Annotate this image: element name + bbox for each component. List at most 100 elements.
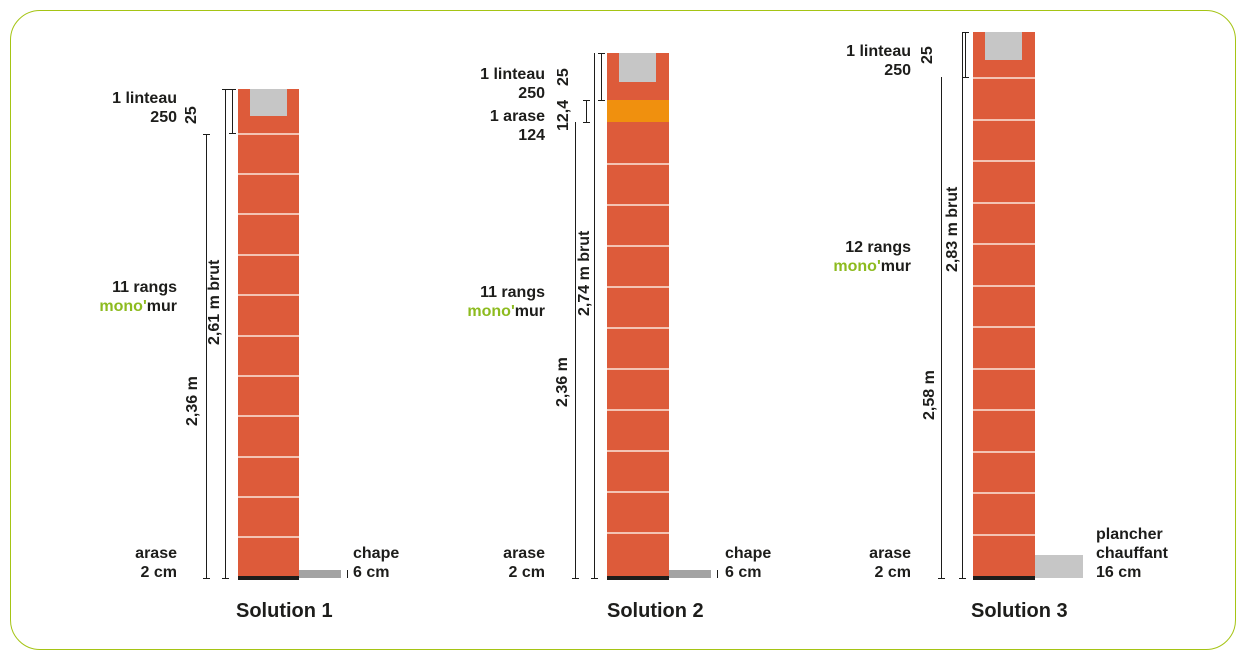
brick-joint: [973, 368, 1035, 370]
chape-label: chape 6 cm: [725, 545, 772, 581]
dimension-line-chape: [347, 570, 348, 578]
rangs-label: 12 rangs mono'mur: [833, 239, 911, 275]
brick-joint: [238, 415, 299, 417]
chape-layer: [669, 570, 711, 578]
brick-joint: [973, 160, 1035, 162]
solution-title: Solution 3: [971, 600, 1068, 622]
chape-label: chape 6 cm: [353, 545, 400, 581]
linteau-label: 1 linteau 250: [480, 66, 545, 102]
dimension-line-linteau: [601, 53, 602, 100]
brand-prefix: mono': [833, 258, 881, 275]
arase-base: [238, 576, 299, 580]
brick-joint: [238, 496, 299, 498]
dimension-line-total: [594, 53, 595, 578]
solution-title: Solution 2: [607, 600, 704, 622]
dimension-line-wall: [206, 134, 207, 578]
brand-prefix: mono': [467, 303, 515, 320]
linteau-block: [250, 89, 287, 116]
brick-joint: [607, 286, 669, 288]
dimension-tick: [598, 53, 605, 54]
brick-joint: [973, 534, 1035, 536]
brick-joint: [238, 456, 299, 458]
brick-joint: [238, 375, 299, 377]
diagram-frame: [10, 10, 1236, 650]
brick-joint: [973, 492, 1035, 494]
chape-layer: [299, 570, 341, 578]
dimension-tick: [229, 89, 236, 90]
wall-dimension: 2,36 m: [554, 357, 571, 407]
brick-joint: [973, 409, 1035, 411]
arase-label: arase 2 cm: [135, 545, 177, 581]
dimension-line-wall: [941, 77, 942, 578]
brick-joint: [607, 368, 669, 370]
arase-block: [607, 100, 669, 122]
linteau-dimension: 25: [183, 106, 200, 124]
arase-label: arase 2 cm: [503, 545, 545, 581]
plancher-chauffant-layer: [1035, 555, 1083, 578]
brick-joint: [973, 451, 1035, 453]
brick-joint: [973, 77, 1035, 79]
dimension-line-total: [962, 32, 963, 578]
wall-column: [607, 53, 669, 578]
wall-dimension: 2,36 m: [184, 376, 201, 426]
dimension-line-arase: [586, 100, 587, 122]
rangs-label: 11 rangs mono'mur: [99, 279, 177, 315]
total-dimension: 2,61 m brut: [206, 259, 223, 345]
plancher-label: plancher chauffant 16 cm: [1096, 526, 1168, 581]
solution-title: Solution 1: [236, 600, 333, 622]
dimension-tick: [598, 100, 605, 101]
rangs-label: 11 rangs mono'mur: [467, 284, 545, 320]
linteau-block: [985, 32, 1022, 60]
linteau-label: 1 linteau 250: [112, 90, 177, 126]
dimension-tick: [938, 578, 945, 579]
dimension-tick: [959, 578, 966, 579]
arase-label: arase 2 cm: [869, 545, 911, 581]
arase-base: [607, 576, 669, 580]
arase-top-label: 1 arase 124: [489, 108, 545, 144]
dimension-tick: [591, 578, 598, 579]
brick-joint: [607, 204, 669, 206]
dimension-line-linteau: [965, 32, 966, 77]
brand-prefix: mono': [99, 298, 147, 315]
dimension-tick: [203, 134, 210, 135]
brick-joint: [973, 243, 1035, 245]
brick-joint: [973, 326, 1035, 328]
dimension-line-linteau: [232, 89, 233, 134]
brick-joint: [238, 173, 299, 175]
dimension-tick: [222, 578, 229, 579]
brick-joint: [607, 409, 669, 411]
dimension-tick: [583, 100, 590, 101]
dimension-tick: [203, 578, 210, 579]
brick-joint: [238, 536, 299, 538]
brick-joint: [238, 335, 299, 337]
linteau-dimension: 25: [919, 46, 936, 64]
wall-dimension: 2,58 m: [921, 370, 938, 420]
dimension-tick: [222, 89, 229, 90]
linteau-label: 1 linteau 250: [846, 43, 911, 79]
brick-joint: [607, 163, 669, 165]
brick-joint: [607, 491, 669, 493]
dimension-tick: [962, 77, 969, 78]
brick-joint: [238, 213, 299, 215]
brick-joint: [607, 532, 669, 534]
dimension-tick: [572, 578, 579, 579]
brick-joint: [238, 254, 299, 256]
brick-joint: [973, 202, 1035, 204]
dimension-line-chape: [717, 570, 718, 578]
brick-joint: [238, 294, 299, 296]
linteau-dimension: 25: [555, 68, 572, 86]
brick-joint: [973, 285, 1035, 287]
total-dimension: 2,83 m brut: [944, 186, 961, 272]
arase-top-dimension: 12,4: [555, 99, 572, 131]
total-dimension: 2,74 m brut: [576, 230, 593, 316]
linteau-block: [619, 53, 656, 82]
wall-column: [973, 32, 1035, 578]
brick-joint: [607, 327, 669, 329]
brick-joint: [607, 245, 669, 247]
brick-joint: [238, 133, 299, 135]
wall-column: [238, 89, 299, 578]
dimension-line-total: [225, 89, 226, 578]
dimension-tick: [583, 122, 590, 123]
arase-base: [973, 576, 1035, 580]
dimension-line-wall: [575, 122, 576, 578]
